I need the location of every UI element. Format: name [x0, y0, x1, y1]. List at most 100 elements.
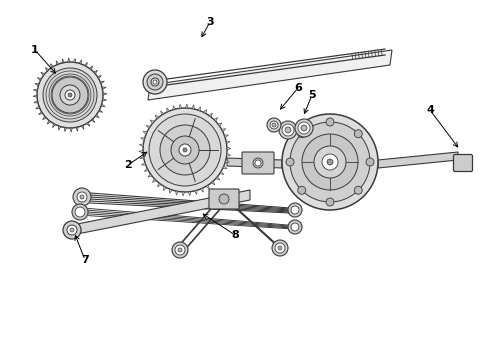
- Circle shape: [267, 118, 281, 132]
- Polygon shape: [163, 186, 167, 190]
- Text: 5: 5: [308, 90, 316, 100]
- Polygon shape: [218, 123, 222, 126]
- Polygon shape: [98, 109, 103, 112]
- Polygon shape: [148, 174, 152, 177]
- Polygon shape: [197, 107, 200, 111]
- Polygon shape: [98, 75, 101, 78]
- Polygon shape: [192, 105, 195, 109]
- FancyBboxPatch shape: [454, 154, 472, 171]
- Circle shape: [149, 114, 221, 186]
- Polygon shape: [102, 87, 106, 89]
- Polygon shape: [188, 192, 191, 196]
- Circle shape: [179, 144, 191, 156]
- Circle shape: [151, 78, 159, 86]
- Polygon shape: [226, 153, 231, 156]
- Polygon shape: [52, 123, 55, 128]
- Circle shape: [77, 192, 87, 202]
- Circle shape: [314, 146, 346, 178]
- Polygon shape: [185, 104, 188, 108]
- Text: 6: 6: [294, 83, 302, 93]
- Polygon shape: [62, 59, 64, 63]
- Polygon shape: [179, 104, 182, 108]
- Circle shape: [143, 70, 167, 94]
- Polygon shape: [103, 93, 107, 95]
- FancyBboxPatch shape: [242, 152, 274, 174]
- Text: 1: 1: [31, 45, 39, 55]
- Circle shape: [366, 158, 374, 166]
- Polygon shape: [158, 183, 161, 187]
- Polygon shape: [167, 108, 170, 112]
- Polygon shape: [39, 112, 43, 114]
- Polygon shape: [102, 98, 107, 101]
- Circle shape: [272, 240, 288, 256]
- Circle shape: [275, 243, 285, 253]
- Polygon shape: [206, 185, 209, 189]
- Circle shape: [291, 223, 299, 231]
- Circle shape: [298, 130, 306, 138]
- Circle shape: [282, 124, 294, 136]
- Polygon shape: [34, 101, 38, 103]
- Polygon shape: [175, 191, 178, 195]
- Circle shape: [270, 121, 278, 129]
- Polygon shape: [94, 70, 98, 74]
- Circle shape: [183, 148, 187, 152]
- Polygon shape: [209, 113, 213, 117]
- Circle shape: [147, 74, 163, 90]
- Circle shape: [52, 77, 88, 113]
- Circle shape: [279, 121, 297, 139]
- Polygon shape: [142, 162, 146, 165]
- Circle shape: [63, 221, 81, 239]
- Polygon shape: [64, 127, 67, 132]
- Circle shape: [295, 119, 313, 137]
- Text: 4: 4: [426, 105, 434, 115]
- Text: 7: 7: [81, 255, 89, 265]
- Text: 2: 2: [124, 160, 132, 170]
- Circle shape: [67, 225, 77, 235]
- Circle shape: [288, 220, 302, 234]
- Circle shape: [291, 206, 299, 214]
- Polygon shape: [220, 171, 224, 175]
- Circle shape: [75, 207, 85, 217]
- Circle shape: [80, 195, 84, 199]
- Text: 3: 3: [206, 17, 214, 27]
- Circle shape: [354, 186, 362, 194]
- Circle shape: [60, 85, 80, 105]
- Polygon shape: [68, 58, 70, 62]
- Polygon shape: [33, 95, 37, 97]
- Polygon shape: [216, 176, 220, 180]
- Polygon shape: [200, 188, 203, 192]
- Polygon shape: [36, 106, 40, 109]
- Circle shape: [327, 159, 333, 165]
- Polygon shape: [141, 138, 145, 140]
- Polygon shape: [378, 152, 458, 168]
- Circle shape: [326, 198, 334, 206]
- Circle shape: [255, 160, 261, 166]
- Polygon shape: [146, 125, 150, 129]
- Polygon shape: [170, 189, 172, 193]
- Circle shape: [160, 125, 210, 175]
- Polygon shape: [47, 120, 50, 124]
- Polygon shape: [101, 104, 105, 107]
- Circle shape: [73, 188, 91, 206]
- Polygon shape: [95, 114, 99, 118]
- Polygon shape: [33, 89, 38, 91]
- Polygon shape: [56, 61, 59, 65]
- Polygon shape: [91, 119, 95, 122]
- Circle shape: [253, 158, 263, 168]
- Polygon shape: [89, 66, 93, 70]
- Circle shape: [322, 154, 338, 170]
- Polygon shape: [50, 64, 53, 68]
- Polygon shape: [100, 81, 104, 84]
- Text: 8: 8: [231, 230, 239, 240]
- Circle shape: [43, 68, 97, 122]
- Circle shape: [219, 194, 229, 204]
- Polygon shape: [203, 109, 207, 114]
- Polygon shape: [84, 62, 87, 67]
- Polygon shape: [139, 150, 143, 153]
- Polygon shape: [195, 190, 197, 194]
- Circle shape: [288, 203, 302, 217]
- Polygon shape: [45, 68, 49, 71]
- Polygon shape: [224, 135, 228, 138]
- Circle shape: [272, 123, 276, 127]
- Polygon shape: [227, 147, 231, 150]
